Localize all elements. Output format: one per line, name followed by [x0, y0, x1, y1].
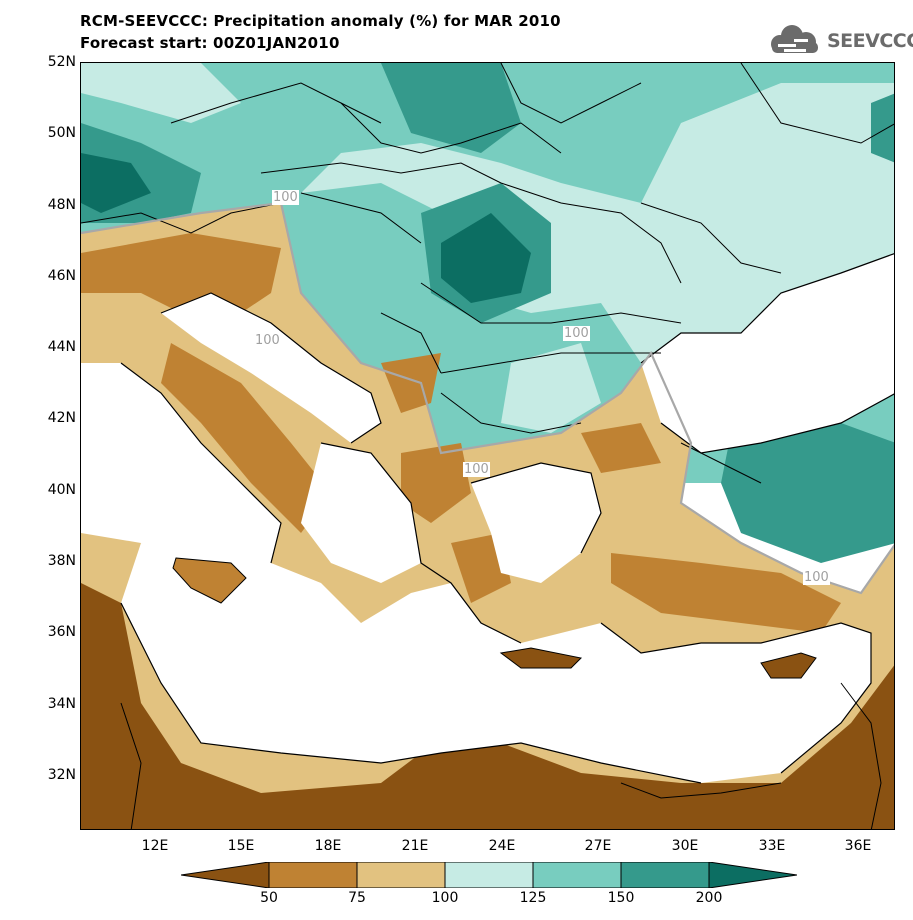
map-title: RCM-SEEVCCC: Precipitation anomaly (%) f…	[80, 12, 561, 30]
crete	[499, 647, 583, 669]
lon-label: 15E	[227, 838, 255, 854]
lon-label: 18E	[314, 838, 342, 854]
black-sea	[641, 253, 894, 453]
land-anomaly-50-75	[81, 233, 281, 323]
colorbar-segment	[620, 862, 710, 888]
mediterranean-sea	[121, 543, 871, 783]
lon-label: 33E	[758, 838, 786, 854]
lon-label: 30E	[671, 838, 699, 854]
lat-label: 36N	[47, 624, 76, 640]
adriatic-sea	[161, 293, 381, 443]
logo-text: SEEVCCC	[827, 30, 913, 52]
colorbar	[181, 862, 797, 888]
aegean-sea	[471, 463, 601, 583]
sicily	[172, 557, 247, 604]
colorbar-segment	[532, 862, 622, 888]
lat-label: 46N	[47, 268, 76, 284]
precipitation-anomaly-map	[80, 62, 895, 830]
lat-label: 44N	[47, 339, 76, 355]
lat-label: 48N	[47, 197, 76, 213]
lat-label: 38N	[47, 553, 76, 569]
land-anomaly-100-125	[81, 63, 241, 123]
lat-label: 32N	[47, 767, 76, 783]
contour-label: 100	[254, 333, 281, 348]
cyprus	[760, 652, 817, 679]
land-anomaly-100-125	[301, 83, 894, 383]
lon-label: 21E	[401, 838, 429, 854]
lat-label: 50N	[47, 125, 76, 141]
forecast-start-label: Forecast start: 00Z01JAN2010	[80, 34, 340, 52]
country-borders	[81, 63, 894, 829]
land-anomaly-below-50	[81, 583, 894, 829]
colorbar-segment	[444, 862, 534, 888]
colorbar-label: 150	[607, 890, 635, 906]
colorbar-segment	[181, 862, 270, 888]
lat-label: 40N	[47, 482, 76, 498]
colorbar-label: 125	[519, 890, 547, 906]
lon-label: 24E	[488, 838, 516, 854]
lat-label: 34N	[47, 696, 76, 712]
coastlines	[120, 253, 894, 784]
colorbar-label: 75	[348, 890, 366, 906]
lon-label: 36E	[844, 838, 872, 854]
lat-label: 42N	[47, 410, 76, 426]
lat-label: 52N	[47, 54, 76, 70]
contour-100-line	[81, 201, 894, 595]
tyrrhenian-sea	[81, 363, 281, 563]
lon-label: 27E	[584, 838, 612, 854]
contour-label: 100	[463, 462, 490, 477]
colorbar-label: 50	[260, 890, 278, 906]
colorbar-label: 100	[431, 890, 459, 906]
colorbar-segment	[356, 862, 446, 888]
contour-label: 100	[272, 190, 299, 205]
contour-label: 100	[563, 326, 590, 341]
cloud-logo-icon	[771, 25, 818, 53]
colorbar-segment	[268, 862, 358, 888]
lon-label: 12E	[141, 838, 169, 854]
colorbar-label: 200	[695, 890, 723, 906]
colorbar-segment	[708, 862, 797, 888]
contour-label: 100	[803, 570, 830, 585]
